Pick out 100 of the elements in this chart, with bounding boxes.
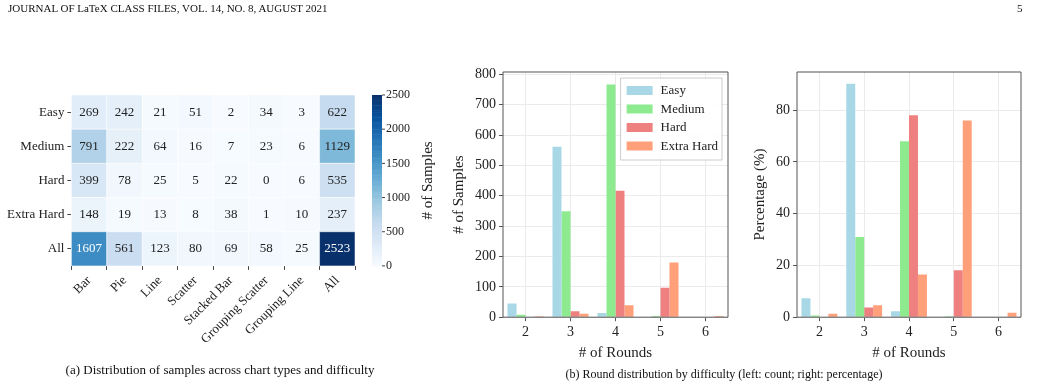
legend-label: Medium — [660, 100, 705, 116]
bar — [606, 84, 616, 317]
color-bar-label: 0 — [386, 258, 392, 273]
data-label: 269 — [79, 103, 99, 119]
data-label: 19 — [118, 206, 132, 222]
bar — [660, 287, 670, 317]
bar — [891, 311, 901, 317]
data-label: 23 — [259, 137, 273, 153]
legend-label: Extra Hard — [660, 137, 719, 153]
bar — [855, 236, 865, 317]
data-label: 21 — [153, 103, 167, 119]
data-label: 535 — [327, 171, 348, 187]
data-label: 148 — [79, 206, 99, 222]
x-tick-label: All — [319, 272, 343, 295]
data-label: 1607 — [76, 240, 103, 256]
data-label: 58 — [259, 240, 273, 256]
y-tick-label: Medium — [20, 137, 65, 153]
bar — [909, 115, 918, 317]
bar — [846, 83, 856, 317]
color-bar-label: 500 — [386, 223, 404, 238]
data-label: 10 — [295, 206, 309, 222]
y-tick-label: 400 — [475, 187, 496, 203]
bar — [561, 211, 571, 317]
data-label: 2 — [227, 103, 235, 119]
color-bar-label: 2500 — [386, 87, 410, 102]
data-label: 622 — [327, 103, 348, 119]
bar — [864, 307, 874, 317]
y-tick-label: 700 — [475, 96, 496, 112]
y-tick-label: 100 — [475, 278, 496, 294]
y-tick-label: 600 — [475, 126, 496, 142]
data-label: 399 — [79, 171, 99, 187]
data-label: 16 — [188, 137, 203, 153]
bar — [669, 262, 679, 317]
data-label: 791 — [79, 137, 99, 153]
x-tick-label: Bar — [69, 271, 95, 297]
y-tick-label: 500 — [475, 157, 496, 173]
text: 5 — [1017, 2, 1023, 14]
y-tick-label: 300 — [475, 217, 496, 233]
data-label: 25 — [153, 171, 167, 187]
bar — [962, 120, 972, 317]
y-axis-title: # of Samples — [449, 155, 466, 234]
data-label: 222 — [114, 137, 135, 153]
y-tick-label: 60 — [776, 153, 790, 169]
data-label: 561 — [114, 240, 135, 256]
data-label: 123 — [150, 240, 170, 256]
data-label: 38 — [224, 206, 238, 222]
x-axis-title: # of Rounds — [578, 343, 653, 360]
y-tick-label: 0 — [783, 308, 790, 324]
x-tick-label: Line — [137, 272, 165, 300]
bar — [953, 270, 963, 317]
bar — [552, 146, 562, 317]
data-label: 6 — [298, 171, 306, 187]
y-tick-label: 40 — [776, 205, 790, 221]
data-label: 64 — [153, 137, 168, 153]
data-label: 8 — [192, 206, 199, 222]
y-tick-label: Hard — [38, 171, 65, 187]
x-tick-label: 4 — [905, 324, 913, 340]
bar — [597, 312, 607, 317]
y-tick-label: 800 — [475, 66, 496, 82]
data-label: 78 — [118, 171, 132, 187]
data-label: 13 — [153, 206, 167, 222]
data-label: 51 — [188, 103, 202, 119]
x-tick-label: 5 — [950, 324, 958, 340]
text: (b) Round distribution by difficulty (left: count; right: percentage) — [564, 367, 884, 382]
legend-label: Easy — [660, 82, 687, 98]
data-label: 242 — [114, 103, 135, 119]
bar — [507, 303, 517, 317]
bar — [570, 311, 580, 317]
text: (a) Distribution of samples across chart types and difficulty — [64, 362, 376, 378]
y-tick-label: 20 — [776, 257, 790, 273]
x-tick-label: 2 — [815, 324, 823, 340]
color-bar-label: 1500 — [386, 155, 410, 170]
bar — [579, 313, 589, 317]
x-axis-title: # of Rounds — [872, 343, 946, 360]
color-bar-label: 2000 — [386, 121, 410, 136]
y-tick-label: Easy — [39, 103, 65, 119]
data-label: 25 — [295, 240, 309, 256]
color-bar-label: 1000 — [386, 189, 410, 204]
data-label: 1129 — [324, 137, 351, 153]
bar — [624, 305, 634, 317]
bar — [900, 141, 909, 317]
data-label: 0 — [263, 171, 270, 187]
x-tick-label: 5 — [657, 324, 664, 340]
x-tick-label: 3 — [567, 324, 574, 340]
data-label: 69 — [224, 240, 238, 256]
legend-label: Hard — [660, 119, 688, 135]
data-label: 3 — [298, 103, 306, 119]
data-label: 5 — [192, 171, 199, 187]
bar — [801, 298, 811, 317]
bar — [1007, 312, 1017, 317]
data-label: 80 — [188, 240, 202, 256]
data-label: 6 — [298, 137, 306, 153]
data-label: 7 — [227, 137, 235, 153]
y-axis-title: Percentage (%) — [750, 148, 768, 241]
y-tick-label: 200 — [475, 248, 496, 264]
x-tick-label: 3 — [860, 324, 868, 340]
y-tick-label: 0 — [489, 308, 496, 324]
data-label: 2523 — [324, 240, 351, 256]
x-tick-label: 2 — [522, 324, 529, 340]
x-tick-label: 4 — [612, 324, 619, 340]
